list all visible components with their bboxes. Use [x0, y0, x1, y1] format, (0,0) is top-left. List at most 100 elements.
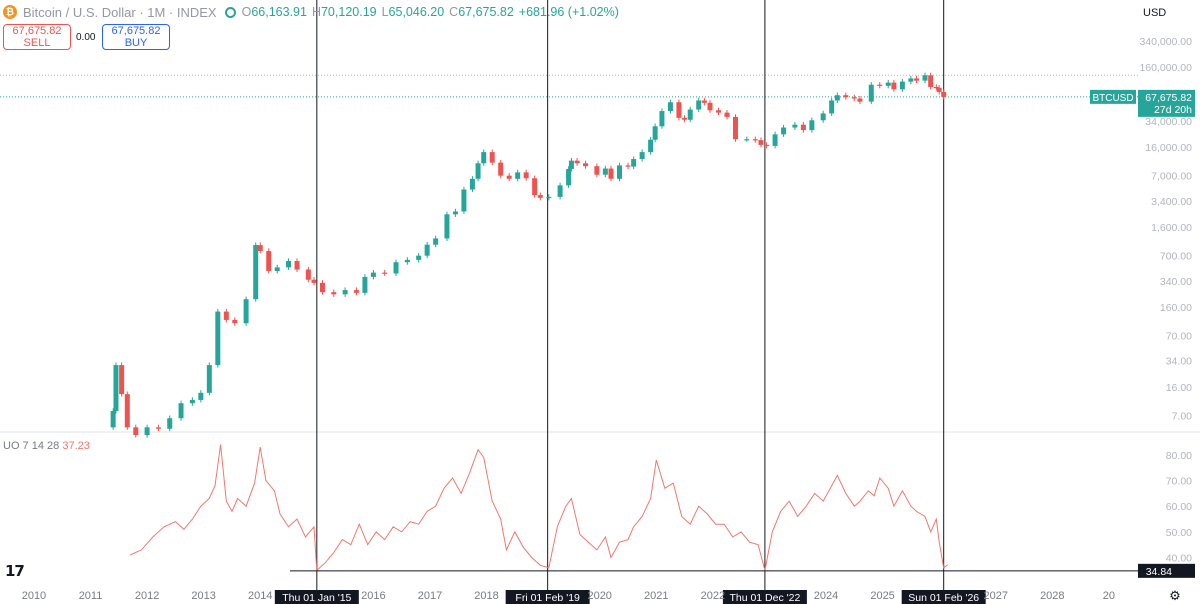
candle-body[interactable] — [792, 124, 798, 128]
candle-body[interactable] — [243, 299, 249, 324]
candle-body[interactable] — [475, 163, 481, 179]
candle-body[interactable] — [781, 127, 787, 135]
candle-body[interactable] — [144, 427, 150, 436]
candle-body[interactable] — [178, 403, 184, 419]
candle-body[interactable] — [198, 392, 204, 400]
candle-body[interactable] — [843, 95, 849, 98]
candle-body[interactable] — [452, 211, 458, 215]
candle-body[interactable] — [319, 282, 325, 293]
candle-body[interactable] — [305, 269, 311, 280]
candle-body[interactable] — [506, 175, 512, 179]
candle-body[interactable] — [215, 311, 221, 366]
candle-body[interactable] — [206, 365, 212, 393]
tradingview-logo-icon[interactable]: 17 — [5, 562, 25, 580]
candle-body[interactable] — [583, 163, 589, 167]
candle-body[interactable] — [928, 75, 934, 87]
candle-body[interactable] — [899, 81, 905, 90]
candle-body[interactable] — [891, 82, 897, 90]
candle-body[interactable] — [489, 152, 495, 163]
candle-body[interactable] — [444, 214, 450, 239]
candle-body[interactable] — [469, 178, 475, 190]
candle-body[interactable] — [800, 124, 806, 131]
candle-body[interactable] — [752, 139, 758, 141]
candle-body[interactable] — [370, 272, 376, 277]
uo-line[interactable] — [129, 444, 948, 572]
candle-body[interactable] — [574, 160, 580, 164]
candle-body[interactable] — [232, 319, 238, 324]
candle-body[interactable] — [933, 86, 939, 89]
candle-body[interactable] — [608, 168, 614, 179]
candle-body[interactable] — [498, 162, 504, 176]
candle-body[interactable] — [914, 78, 920, 81]
candle-body[interactable] — [834, 95, 840, 101]
settings-gear-icon[interactable]: ⚙ — [1169, 588, 1181, 603]
candle-body[interactable] — [652, 126, 658, 140]
candle-body[interactable] — [809, 120, 815, 131]
candle-body[interactable] — [758, 140, 764, 145]
candle-body[interactable] — [546, 196, 552, 199]
candle-body[interactable] — [133, 427, 139, 436]
candle-body[interactable] — [257, 245, 263, 252]
candle-body[interactable] — [223, 311, 229, 320]
candle-body[interactable] — [119, 365, 125, 395]
candle-body[interactable] — [851, 97, 857, 99]
candle-body[interactable] — [667, 102, 673, 112]
candle-body[interactable] — [936, 87, 942, 92]
candle-body[interactable] — [639, 152, 645, 160]
candle-body[interactable] — [532, 178, 538, 196]
candle-body[interactable] — [631, 159, 637, 167]
buy-button[interactable]: 67,675.82 BUY — [102, 24, 170, 50]
candle-body[interactable] — [286, 261, 292, 268]
candle-body[interactable] — [404, 259, 410, 263]
candle-body[interactable] — [696, 100, 702, 110]
candle-body[interactable] — [716, 110, 722, 113]
candle-body[interactable] — [885, 82, 891, 86]
candle-body[interactable] — [342, 290, 348, 295]
symbol-title[interactable]: Bitcoin / U.S. Dollar · 1M · INDEX — [23, 4, 217, 20]
candle-body[interactable] — [682, 117, 688, 120]
candle-body[interactable] — [353, 290, 359, 293]
symbol-legend[interactable]: ₿ Bitcoin / U.S. Dollar · 1M · INDEX O66… — [3, 3, 619, 21]
candle-body[interactable] — [110, 411, 116, 428]
candle-body[interactable] — [557, 185, 563, 197]
candle-body[interactable] — [294, 261, 300, 270]
candle-body[interactable] — [382, 272, 388, 274]
candle-body[interactable] — [829, 100, 835, 114]
candle-body[interactable] — [311, 279, 317, 283]
candle-body[interactable] — [167, 418, 173, 429]
candle-body[interactable] — [523, 172, 529, 179]
candle-body[interactable] — [701, 100, 707, 103]
candle-body[interactable] — [566, 168, 572, 186]
candle-body[interactable] — [189, 399, 195, 404]
candle-body[interactable] — [772, 134, 778, 146]
candle-body[interactable] — [908, 78, 914, 82]
candle-body[interactable] — [461, 189, 467, 212]
candle-body[interactable] — [857, 98, 863, 102]
candle-body[interactable] — [424, 244, 430, 256]
candle-body[interactable] — [764, 144, 770, 147]
candle-body[interactable] — [687, 109, 693, 120]
candle-body[interactable] — [922, 75, 928, 81]
candle-body[interactable] — [594, 166, 600, 175]
candle-body[interactable] — [331, 292, 337, 295]
candle-body[interactable] — [155, 427, 161, 429]
candle-body[interactable] — [481, 152, 487, 164]
candle-body[interactable] — [617, 165, 623, 179]
candle-body[interactable] — [868, 84, 874, 102]
candle-body[interactable] — [659, 111, 665, 127]
candle-body[interactable] — [113, 365, 119, 412]
candle-body[interactable] — [274, 267, 280, 272]
candle-body[interactable] — [515, 172, 521, 179]
candle-body[interactable] — [744, 139, 750, 141]
candle-body[interactable] — [941, 91, 947, 97]
candle-body[interactable] — [433, 238, 439, 245]
candle-body[interactable] — [625, 165, 631, 167]
candle-body[interactable] — [362, 276, 368, 293]
candle-body[interactable] — [820, 113, 826, 121]
candle-body[interactable] — [124, 394, 130, 428]
candle-body[interactable] — [877, 84, 883, 86]
candle-body[interactable] — [537, 195, 543, 198]
candle-body[interactable] — [266, 251, 272, 272]
candle-body[interactable] — [253, 245, 259, 300]
